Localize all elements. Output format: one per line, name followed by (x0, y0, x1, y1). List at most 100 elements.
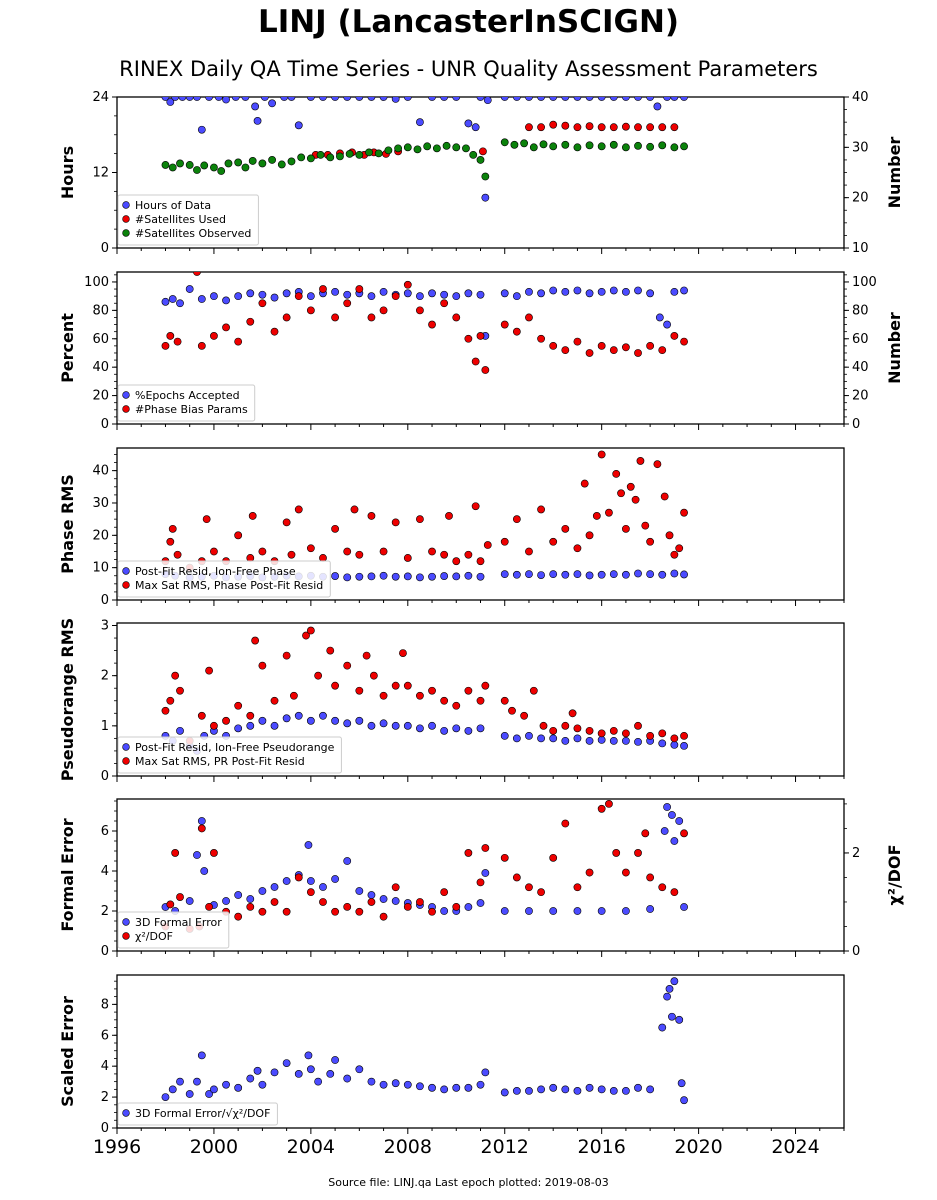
data-point (646, 905, 655, 913)
data-point (646, 289, 655, 298)
legend-box (117, 736, 342, 774)
data-point (306, 544, 315, 553)
data-point (675, 817, 684, 825)
data-point (258, 1080, 267, 1089)
data-point (549, 1083, 558, 1092)
data-point (561, 721, 570, 730)
data-point (205, 666, 213, 675)
data-point (680, 97, 688, 101)
data-point (290, 691, 298, 700)
data-point (205, 1090, 213, 1098)
data-point (294, 1070, 303, 1078)
data-point (464, 903, 473, 911)
data-point (585, 122, 594, 131)
legend-box (117, 194, 259, 246)
y-axis-label: Hours (58, 146, 77, 199)
data-point (479, 147, 487, 156)
data-point (185, 97, 194, 101)
data-point (622, 97, 630, 101)
data-point (573, 143, 582, 152)
data-point (634, 141, 642, 150)
data-point (248, 512, 257, 520)
data-point (483, 541, 492, 549)
data-point (525, 97, 533, 101)
data-point (428, 97, 436, 101)
data-point (500, 731, 509, 740)
data-point (609, 726, 618, 735)
data-point (210, 163, 218, 172)
data-point (655, 313, 664, 322)
data-point (205, 97, 213, 101)
data-point (343, 661, 352, 670)
data-point (416, 573, 424, 582)
x-tick-label: 2004 (287, 1136, 335, 1158)
data-point (668, 811, 676, 819)
data-point (670, 740, 679, 749)
data-point (561, 1085, 570, 1094)
data-point (168, 295, 177, 303)
data-point (416, 292, 424, 301)
data-point (391, 883, 400, 892)
data-point (605, 508, 613, 517)
data-point (653, 460, 662, 469)
y-tick-label: 2 (101, 904, 109, 919)
data-point (304, 1051, 313, 1060)
data-point (573, 734, 582, 743)
data-point (432, 144, 441, 153)
data-point (416, 118, 424, 127)
data-point (680, 286, 688, 295)
data-point (658, 346, 667, 355)
panel-2: 0 20 40 60 80 100 0 20 40 60 80 100 Percent Number %Ep… (58, 271, 904, 432)
data-point (670, 143, 679, 152)
y-tick-label: 0 (101, 241, 109, 256)
data-point (210, 332, 218, 340)
data-point (500, 537, 509, 546)
legend-label: %Epochs Accepted (135, 389, 240, 402)
data-point (549, 286, 558, 295)
data-point (597, 907, 606, 915)
data-point (549, 734, 558, 743)
data-point (573, 883, 582, 892)
data-point (185, 1090, 194, 1098)
data-point (469, 150, 478, 159)
data-point (331, 313, 339, 322)
data-point (197, 711, 206, 720)
data-point (355, 887, 364, 895)
data-point (185, 285, 194, 293)
data-point (464, 571, 473, 580)
points-layer (161, 626, 688, 755)
data-point (452, 143, 461, 152)
data-point (326, 646, 335, 655)
data-point (367, 97, 376, 101)
y-tick-label: 4 (101, 1059, 109, 1074)
data-point (464, 289, 473, 298)
data-point (440, 726, 449, 735)
data-point (260, 97, 269, 101)
data-point (680, 508, 688, 517)
data-point (512, 570, 521, 579)
data-point (306, 154, 315, 163)
data-point (500, 907, 509, 915)
y-tick-label: 24 (92, 90, 109, 105)
data-point (379, 97, 388, 101)
data-point (476, 724, 485, 733)
data-point (573, 907, 582, 915)
data-point (680, 903, 688, 911)
legend-label: #Satellites Observed (135, 227, 251, 240)
data-point (306, 877, 315, 885)
data-point (251, 636, 260, 645)
data-point (193, 166, 201, 174)
data-point (609, 1087, 618, 1095)
data-point (658, 1023, 667, 1032)
data-point (379, 571, 388, 580)
data-point (636, 457, 645, 465)
data-point (677, 1079, 686, 1088)
data-point (222, 323, 230, 332)
data-point (428, 547, 436, 556)
data-point (476, 1080, 485, 1089)
data-point (597, 142, 606, 151)
data-point (476, 696, 485, 705)
data-point (646, 873, 655, 882)
data-point (294, 711, 303, 720)
